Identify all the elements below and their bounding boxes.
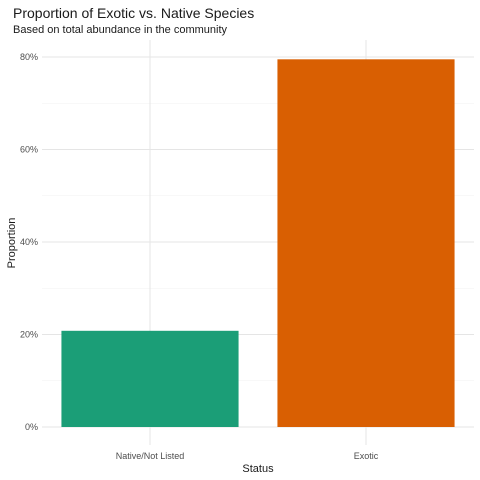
y-tick-label: 80% (20, 52, 38, 62)
y-axis-ticks: 0% 20% 40% 60% 80% (20, 52, 38, 432)
y-tick-label: 0% (25, 422, 38, 432)
bars (61, 59, 455, 427)
y-tick-label: 60% (20, 145, 38, 155)
chart-subtitle: Based on total abundance in the communit… (13, 24, 228, 36)
x-tick-label: Native/Not Listed (116, 451, 185, 461)
x-tick-label: Exotic (354, 451, 379, 461)
x-axis-ticks: Native/Not Listed Exotic (116, 451, 379, 461)
y-tick-label: 40% (20, 237, 38, 247)
chart-title: Proportion of Exotic vs. Native Species (13, 5, 255, 21)
y-tick-label: 20% (20, 330, 38, 340)
bar (61, 330, 239, 427)
bar (277, 59, 455, 427)
x-axis-title: Status (242, 463, 274, 475)
y-axis-title: Proportion (6, 218, 18, 269)
